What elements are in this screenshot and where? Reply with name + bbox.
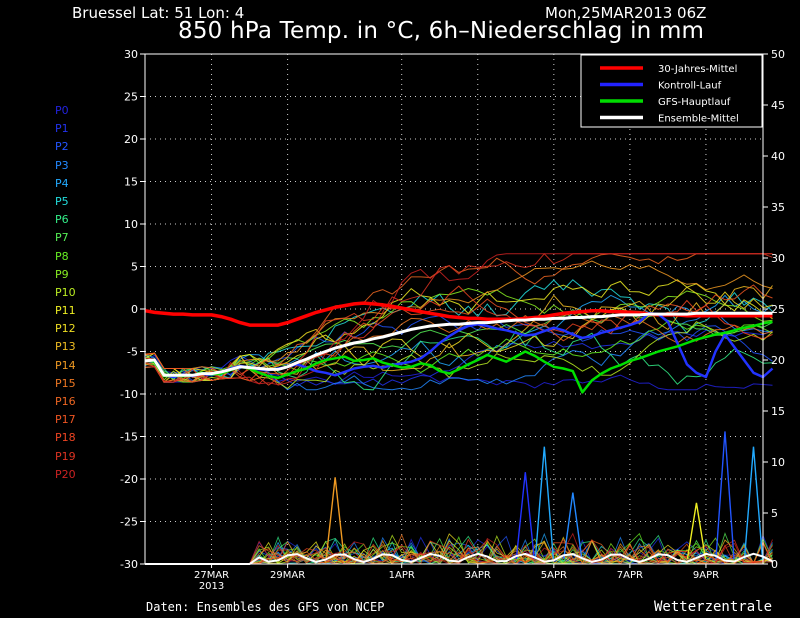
x-tick-label: 5APR [541, 570, 567, 581]
x-tick-label: 1APR [389, 570, 415, 581]
y-left-tick-label: -5 [127, 346, 138, 359]
member-line-p11 [144, 279, 773, 378]
member-label-p1: P1 [55, 122, 69, 136]
precip-layer [145, 431, 773, 565]
precip-peak [686, 502, 707, 560]
legend-label: GFS-Hauptlauf [658, 97, 731, 108]
precip-peak [563, 492, 583, 559]
member-label-p11: P11 [55, 304, 76, 318]
y-left-tick-label: 0 [131, 303, 138, 316]
member-label-p6: P6 [55, 213, 69, 227]
member-label-p7: P7 [55, 231, 69, 245]
x-tick-sublabel: 2013 [199, 581, 224, 592]
precip-peak [534, 446, 555, 559]
y-right-tick-label: 0 [771, 558, 778, 571]
member-label-p15: P15 [55, 376, 76, 390]
x-tick-label: 9APR [693, 570, 719, 581]
member-label-p16: P16 [55, 395, 76, 408]
y-left-tick-label: 15 [124, 176, 138, 189]
member-list: P0 P1 P2 P3 P4 P5 P6 P7 P8 P9 P10 P11 P12 P13 P14 P15 P1… [55, 102, 115, 484]
member-label-p12: P12 [55, 322, 76, 336]
member-label-p19: P19 [55, 449, 76, 463]
member-label-p4: P4 [55, 176, 69, 190]
x-tick-label: 29MAR [270, 570, 305, 581]
station-label: Bruessel Lat: 51 Lon: 4 [72, 4, 245, 22]
y-left-tick-label: 30 [124, 48, 138, 61]
member-line-p14 [144, 260, 773, 383]
y-right-tick-label: 35 [771, 201, 785, 214]
member-label-p9: P9 [55, 267, 69, 281]
axis-layer: -30 -25 -20 -15 -10 -5 0 5 10 15 20 25 30 0 5 10 15 20 25 3… [120, 48, 785, 592]
y-left-tick-label: -15 [120, 431, 138, 444]
brand-label: Wetterzentrale [654, 599, 773, 615]
y-right-tick-label: 20 [771, 354, 785, 367]
y-left-tick-label: 10 [124, 218, 138, 231]
series-line-ensemble-mittel [144, 311, 773, 377]
member-label-p14: P14 [55, 358, 76, 372]
x-tick-label: 27MAR [194, 570, 229, 581]
legend: 30-Jahres-Mittel Kontroll-Lauf GFS-Hauptla… [580, 54, 763, 128]
y-left-tick-label: -10 [120, 388, 138, 401]
precip-peak [743, 446, 764, 559]
grid-layer [145, 54, 763, 564]
x-tick-label: 3APR [465, 570, 491, 581]
member-label-p20: P20 [55, 467, 76, 481]
member-label-p3: P3 [55, 158, 69, 172]
precip-peak [325, 477, 345, 559]
precip-peak [515, 472, 536, 559]
precip-peak [715, 431, 735, 559]
member-label-p5: P5 [55, 194, 69, 208]
data-source-label: Daten: Ensembles des GFS von NCEP [146, 600, 385, 614]
run-date-label: Mon,25MAR2013 06Z [545, 4, 707, 22]
y-right-tick-label: 25 [771, 303, 785, 316]
y-left-tick-label: -20 [120, 473, 138, 486]
member-label-p0: P0 [55, 104, 69, 117]
chart-title: 850 hPa Temp. in °C, 6h–Niederschlag in … [178, 18, 705, 44]
y-right-tick-label: 10 [771, 456, 785, 469]
y-right-tick-label: 5 [771, 507, 778, 520]
member-line-p12 [144, 286, 773, 381]
member-label-p13: P13 [55, 340, 76, 354]
member-line-p20 [144, 253, 773, 386]
y-right-tick-label: 30 [771, 252, 785, 265]
main-series-layer [144, 301, 774, 394]
member-label-p8: P8 [55, 249, 69, 263]
y-right-tick-label: 45 [771, 99, 785, 112]
member-label-p2: P2 [55, 140, 69, 154]
y-left-tick-label: 25 [124, 91, 138, 104]
y-right-tick-label: 15 [771, 405, 785, 418]
y-left-tick-label: -25 [120, 516, 138, 529]
member-label-p18: P18 [55, 431, 76, 445]
y-left-tick-label: 5 [131, 261, 138, 274]
legend-label: Ensemble-Mittel [658, 114, 739, 125]
legend-label: 30-Jahres-Mittel [658, 64, 737, 75]
y-right-tick-label: 50 [771, 48, 785, 61]
y-left-tick-label: -30 [120, 558, 138, 571]
member-label-p10: P10 [55, 285, 76, 299]
legend-label: Kontroll-Lauf [658, 81, 722, 92]
y-right-tick-label: 40 [771, 150, 785, 163]
x-tick-label: 7APR [617, 570, 643, 581]
y-left-tick-label: 20 [124, 133, 138, 146]
member-label-p17: P17 [55, 413, 76, 427]
